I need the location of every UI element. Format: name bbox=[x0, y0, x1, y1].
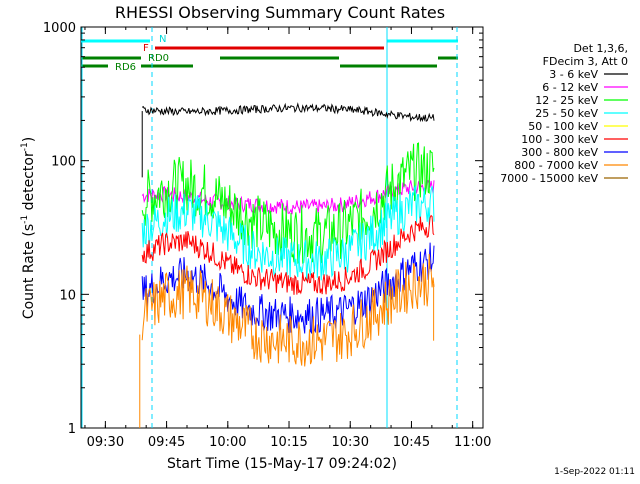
legend-label-6: 300 - 800 keV bbox=[521, 146, 598, 159]
night-markers bbox=[81, 27, 458, 428]
x-tick-label-3: 10:15 bbox=[270, 435, 307, 450]
x-tick-label-4: 10:30 bbox=[332, 435, 369, 450]
series-0 bbox=[141, 102, 435, 123]
y-axis-label-main: Count Rate (s bbox=[21, 224, 37, 319]
x-axis-label: Start Time (15-May-17 09:24:02) bbox=[167, 456, 397, 472]
legend-label-2: 12 - 25 keV bbox=[535, 94, 598, 107]
x-tick-label-0: 09:30 bbox=[87, 435, 124, 450]
y-axis-label-exp2: -1 bbox=[20, 142, 30, 151]
chart-title: RHESSI Observing Summary Count Rates bbox=[115, 3, 445, 22]
y-axis-label-mid: detector bbox=[21, 151, 37, 215]
axis-ticks: 09:30 09:45 10:00 10:15 10:30 10:45 11:00 1 10 10… bbox=[43, 21, 492, 450]
timestamp: 1-Sep-2022 01:11 bbox=[554, 467, 635, 477]
rd0-label: RD0 bbox=[148, 53, 169, 64]
y-axis-label-end: ) bbox=[21, 137, 37, 142]
series-7 bbox=[141, 253, 435, 367]
y-tick-label-2: 100 bbox=[51, 155, 76, 170]
legend-header-0: Det 1,3,6, bbox=[573, 42, 628, 55]
legend-label-4: 50 - 100 keV bbox=[528, 120, 598, 133]
rd6-label: RD6 bbox=[115, 62, 136, 73]
x-tick-label-6: 11:00 bbox=[454, 435, 491, 450]
series-2 bbox=[141, 142, 435, 264]
x-tick-label-1: 09:45 bbox=[148, 435, 185, 450]
legend-label-0: 3 - 6 keV bbox=[549, 68, 598, 81]
status-bars bbox=[81, 39, 458, 68]
y-tick-label-1: 10 bbox=[59, 288, 76, 303]
plot-frame bbox=[80, 26, 484, 429]
legend-label-5: 100 - 300 keV bbox=[521, 133, 598, 146]
legend-label-7: 800 - 7000 keV bbox=[514, 159, 598, 172]
y-tick-label-3: 1000 bbox=[43, 21, 76, 36]
x-tick-label-5: 10:45 bbox=[393, 435, 430, 450]
legend-label-8: 7000 - 15000 keV bbox=[500, 172, 598, 185]
legend-label-1: 6 - 12 keV bbox=[542, 81, 598, 94]
y-axis-label: Count Rate (s-1 detector-1) bbox=[20, 137, 37, 319]
flare-label: F bbox=[143, 43, 149, 54]
legend-label-3: 25 - 50 keV bbox=[535, 107, 598, 120]
y-axis-label-exp1: -1 bbox=[20, 215, 30, 224]
series-3 bbox=[141, 185, 435, 282]
y-tick-label-0: 1 bbox=[68, 422, 76, 437]
legend-header-1: FDecim 3, Att 0 bbox=[543, 55, 628, 68]
x-tick-label-2: 10:00 bbox=[209, 435, 246, 450]
series-5 bbox=[141, 214, 435, 295]
night-label: N bbox=[159, 34, 166, 45]
series-lines bbox=[139, 102, 435, 428]
